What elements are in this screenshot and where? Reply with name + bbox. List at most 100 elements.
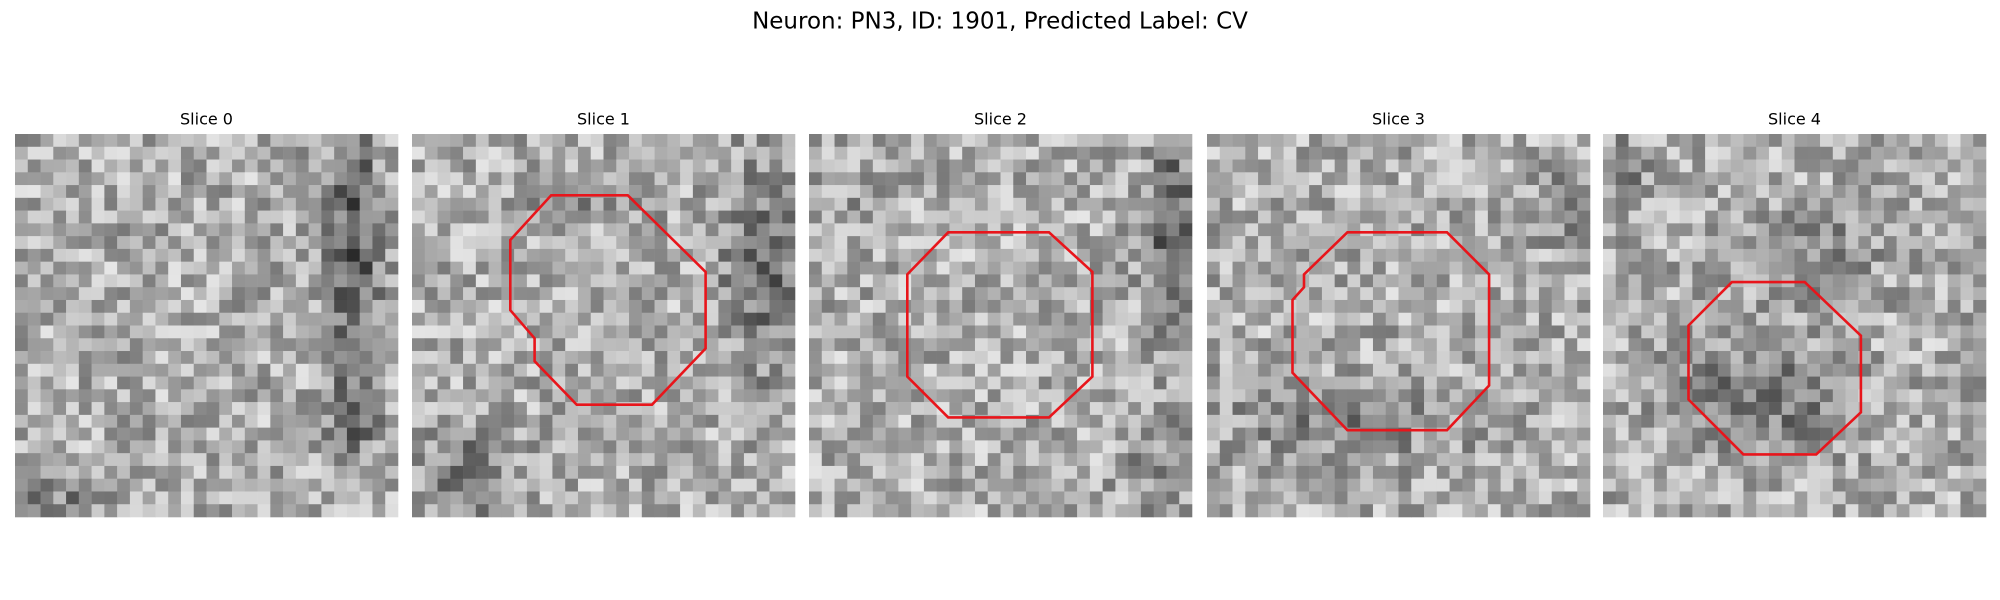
pixel bbox=[1296, 478, 1310, 492]
pixel bbox=[923, 389, 937, 403]
pixel bbox=[782, 223, 796, 237]
pixel bbox=[1871, 427, 1885, 441]
pixel bbox=[1128, 427, 1142, 441]
pixel bbox=[308, 287, 322, 301]
pixel bbox=[1372, 223, 1387, 237]
pixel bbox=[705, 312, 719, 326]
pixel bbox=[1628, 427, 1642, 441]
pixel bbox=[1102, 236, 1116, 250]
pixel bbox=[91, 172, 105, 186]
pixel bbox=[1372, 185, 1387, 199]
pixel bbox=[616, 197, 630, 211]
pixel bbox=[1026, 172, 1040, 186]
pixel bbox=[501, 274, 515, 288]
pixel bbox=[1730, 363, 1744, 377]
pixel bbox=[1487, 248, 1501, 262]
pixel bbox=[667, 440, 681, 454]
pixel bbox=[91, 491, 105, 505]
pixel bbox=[834, 134, 848, 148]
pixel bbox=[1089, 389, 1103, 403]
pixel bbox=[590, 159, 604, 173]
pixel bbox=[1000, 146, 1014, 160]
pixel bbox=[565, 261, 579, 275]
pixel bbox=[1051, 185, 1065, 199]
pixel bbox=[321, 504, 335, 518]
pixel bbox=[1347, 185, 1361, 199]
pixel bbox=[987, 465, 1001, 479]
pixel bbox=[1973, 185, 1987, 199]
pixel bbox=[142, 299, 156, 314]
pixel bbox=[1934, 172, 1948, 186]
pixel bbox=[1449, 389, 1463, 403]
pixel bbox=[1424, 134, 1438, 148]
pixel bbox=[424, 299, 438, 314]
pixel bbox=[244, 427, 258, 441]
pixel bbox=[1436, 504, 1450, 518]
pixel bbox=[78, 363, 92, 377]
pixel bbox=[1270, 491, 1284, 505]
pixel bbox=[78, 504, 92, 518]
pixel bbox=[1232, 274, 1246, 288]
pixel bbox=[565, 312, 579, 326]
pixel bbox=[40, 223, 54, 237]
pixel bbox=[206, 299, 220, 314]
pixel bbox=[1692, 414, 1706, 428]
pixel bbox=[334, 402, 348, 416]
pixel bbox=[974, 465, 989, 479]
pixel bbox=[911, 376, 925, 390]
pixel bbox=[91, 146, 105, 160]
pixel bbox=[1372, 453, 1387, 467]
pixel bbox=[718, 491, 732, 505]
pixel bbox=[1207, 491, 1221, 505]
pixel bbox=[1628, 414, 1642, 428]
pixel bbox=[1705, 389, 1719, 403]
pixel bbox=[629, 338, 643, 352]
pixel bbox=[1449, 274, 1463, 288]
pixel bbox=[1398, 465, 1412, 479]
pixel bbox=[1807, 312, 1821, 326]
pixel bbox=[104, 427, 118, 441]
pixel bbox=[1064, 134, 1078, 148]
pixel bbox=[232, 465, 246, 479]
pixel bbox=[1487, 478, 1501, 492]
pixel bbox=[616, 453, 630, 467]
pixel bbox=[718, 338, 732, 352]
pixel bbox=[1845, 299, 1859, 314]
pixel bbox=[1526, 236, 1540, 250]
pixel bbox=[860, 389, 874, 403]
pixel bbox=[40, 134, 54, 148]
pixel bbox=[680, 236, 694, 250]
pixel bbox=[1947, 465, 1961, 479]
pixel bbox=[603, 351, 617, 365]
pixel bbox=[1309, 351, 1323, 365]
pixel bbox=[1705, 223, 1719, 237]
pixel bbox=[206, 172, 220, 186]
pixel bbox=[1026, 465, 1040, 479]
pixel bbox=[1166, 414, 1180, 428]
pixel bbox=[168, 210, 182, 224]
pixel bbox=[1283, 465, 1297, 479]
pixel bbox=[372, 338, 386, 352]
pixel bbox=[923, 465, 937, 479]
pixel bbox=[1960, 146, 1974, 160]
pixel bbox=[346, 261, 360, 275]
pixel bbox=[1449, 338, 1463, 352]
pixel bbox=[270, 504, 284, 518]
pixel bbox=[552, 312, 566, 326]
pixel bbox=[66, 197, 80, 211]
pixel bbox=[629, 389, 643, 403]
pixel bbox=[334, 146, 348, 160]
pixel bbox=[463, 351, 477, 365]
pixel bbox=[1258, 376, 1272, 390]
pixel bbox=[1372, 261, 1387, 275]
pixel bbox=[1000, 478, 1014, 492]
pixel bbox=[1270, 210, 1284, 224]
pixel bbox=[1475, 197, 1489, 211]
pixel bbox=[193, 210, 207, 224]
pixel bbox=[1641, 363, 1655, 377]
pixel bbox=[705, 134, 719, 148]
pixel bbox=[129, 338, 143, 352]
pixel bbox=[821, 453, 835, 467]
pixel bbox=[295, 236, 309, 250]
pixel bbox=[885, 223, 899, 237]
